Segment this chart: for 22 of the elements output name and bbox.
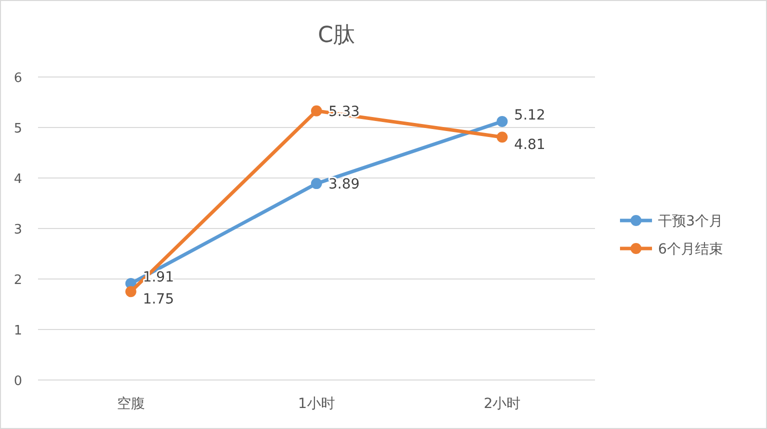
data-label: 5.12 [514, 107, 546, 124]
chart-title: C肽 [318, 23, 356, 48]
point [311, 178, 322, 190]
data-label: 1.75 [142, 292, 174, 308]
y-tick-label: 5 [14, 122, 22, 136]
y-tick-label: 3 [14, 222, 22, 238]
x-tick-label: 2小时 [484, 396, 521, 412]
point [496, 116, 508, 127]
data-label: 3.89 [328, 176, 360, 193]
y-tick-label: 6 [14, 71, 22, 86]
point [496, 132, 508, 143]
legend-label: 6个月结束 [658, 242, 723, 258]
x-tick-label: 空腹 [116, 396, 145, 412]
y-tick-label: 0 [14, 374, 22, 389]
y-tick-label: 4 [14, 172, 22, 187]
legend-label: 干预3个月 [658, 214, 723, 230]
y-tick-label: 1 [14, 324, 22, 338]
point [125, 286, 136, 298]
data-label: 4.81 [514, 137, 546, 154]
point [311, 105, 322, 116]
x-tick-label: 1小时 [298, 396, 335, 412]
y-tick-label: 2 [14, 273, 22, 288]
